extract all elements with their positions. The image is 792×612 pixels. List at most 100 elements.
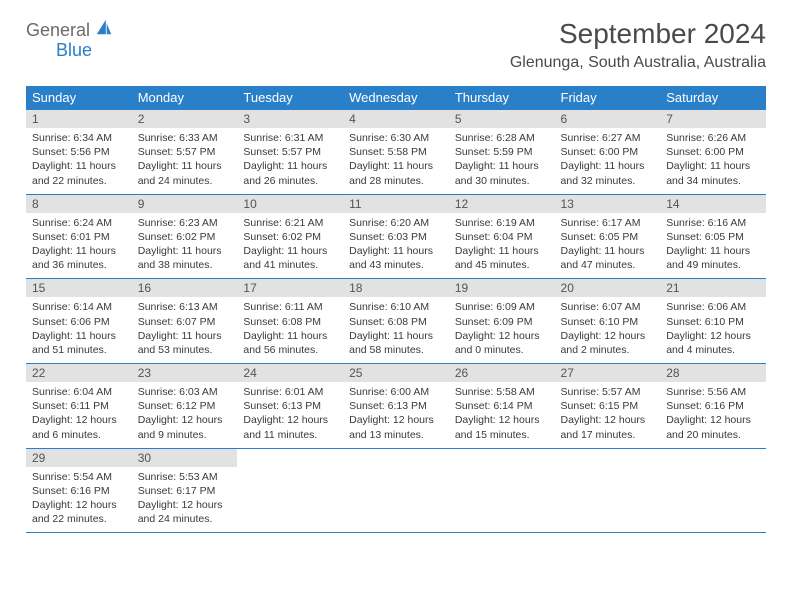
day-body: Sunrise: 6:07 AMSunset: 6:10 PMDaylight:… — [555, 297, 661, 363]
day-number: 4 — [343, 110, 449, 128]
sunset-line: Sunset: 5:57 PM — [138, 145, 232, 159]
sunrise-line: Sunrise: 6:10 AM — [349, 300, 443, 314]
calendar-cell: 14Sunrise: 6:16 AMSunset: 6:05 PMDayligh… — [660, 194, 766, 279]
sunrise-line: Sunrise: 6:21 AM — [243, 216, 337, 230]
sunset-line: Sunset: 5:59 PM — [455, 145, 549, 159]
title-block: September 2024 Glenunga, South Australia… — [510, 18, 766, 72]
location: Glenunga, South Australia, Australia — [510, 54, 766, 72]
day-body: Sunrise: 6:09 AMSunset: 6:09 PMDaylight:… — [449, 297, 555, 363]
day-number: 5 — [449, 110, 555, 128]
calendar-cell: 17Sunrise: 6:11 AMSunset: 6:08 PMDayligh… — [237, 279, 343, 364]
calendar-cell: 10Sunrise: 6:21 AMSunset: 6:02 PMDayligh… — [237, 194, 343, 279]
sunset-line: Sunset: 6:04 PM — [455, 230, 549, 244]
day-body: Sunrise: 6:10 AMSunset: 6:08 PMDaylight:… — [343, 297, 449, 363]
sunset-line: Sunset: 6:08 PM — [243, 315, 337, 329]
sunrise-line: Sunrise: 6:33 AM — [138, 131, 232, 145]
calendar-cell: 15Sunrise: 6:14 AMSunset: 6:06 PMDayligh… — [26, 279, 132, 364]
sunrise-line: Sunrise: 5:58 AM — [455, 385, 549, 399]
day-body: Sunrise: 6:19 AMSunset: 6:04 PMDaylight:… — [449, 213, 555, 279]
daylight-line: Daylight: 11 hours and 26 minutes. — [243, 159, 337, 187]
day-number: 29 — [26, 449, 132, 467]
daylight-line: Daylight: 11 hours and 41 minutes. — [243, 244, 337, 272]
day-body: Sunrise: 5:57 AMSunset: 6:15 PMDaylight:… — [555, 382, 661, 448]
daylight-line: Daylight: 12 hours and 2 minutes. — [561, 329, 655, 357]
sunset-line: Sunset: 6:02 PM — [138, 230, 232, 244]
month-title: September 2024 — [510, 18, 766, 50]
day-body: Sunrise: 6:20 AMSunset: 6:03 PMDaylight:… — [343, 213, 449, 279]
calendar-cell: 25Sunrise: 6:00 AMSunset: 6:13 PMDayligh… — [343, 364, 449, 449]
calendar-cell: 26Sunrise: 5:58 AMSunset: 6:14 PMDayligh… — [449, 364, 555, 449]
sunrise-line: Sunrise: 6:24 AM — [32, 216, 126, 230]
day-number: 13 — [555, 195, 661, 213]
day-number: 21 — [660, 279, 766, 297]
day-number: 8 — [26, 195, 132, 213]
sunset-line: Sunset: 6:07 PM — [138, 315, 232, 329]
day-body: Sunrise: 6:33 AMSunset: 5:57 PMDaylight:… — [132, 128, 238, 194]
daylight-line: Daylight: 11 hours and 49 minutes. — [666, 244, 760, 272]
logo: General Blue — [26, 18, 113, 59]
sunset-line: Sunset: 6:17 PM — [138, 484, 232, 498]
sunrise-line: Sunrise: 6:01 AM — [243, 385, 337, 399]
day-number: 10 — [237, 195, 343, 213]
weekday-row: SundayMondayTuesdayWednesdayThursdayFrid… — [26, 86, 766, 110]
calendar-cell — [449, 448, 555, 533]
day-body: Sunrise: 6:28 AMSunset: 5:59 PMDaylight:… — [449, 128, 555, 194]
sunset-line: Sunset: 6:10 PM — [666, 315, 760, 329]
day-number: 2 — [132, 110, 238, 128]
calendar-cell: 28Sunrise: 5:56 AMSunset: 6:16 PMDayligh… — [660, 364, 766, 449]
calendar-cell: 30Sunrise: 5:53 AMSunset: 6:17 PMDayligh… — [132, 448, 238, 533]
sunrise-line: Sunrise: 6:11 AM — [243, 300, 337, 314]
day-number: 26 — [449, 364, 555, 382]
sunset-line: Sunset: 6:03 PM — [349, 230, 443, 244]
day-number: 25 — [343, 364, 449, 382]
day-body: Sunrise: 6:03 AMSunset: 6:12 PMDaylight:… — [132, 382, 238, 448]
daylight-line: Daylight: 11 hours and 51 minutes. — [32, 329, 126, 357]
daylight-line: Daylight: 11 hours and 43 minutes. — [349, 244, 443, 272]
day-number: 17 — [237, 279, 343, 297]
day-body: Sunrise: 6:23 AMSunset: 6:02 PMDaylight:… — [132, 213, 238, 279]
sunrise-line: Sunrise: 6:26 AM — [666, 131, 760, 145]
day-body: Sunrise: 6:21 AMSunset: 6:02 PMDaylight:… — [237, 213, 343, 279]
calendar-cell: 16Sunrise: 6:13 AMSunset: 6:07 PMDayligh… — [132, 279, 238, 364]
calendar-cell: 13Sunrise: 6:17 AMSunset: 6:05 PMDayligh… — [555, 194, 661, 279]
daylight-line: Daylight: 11 hours and 32 minutes. — [561, 159, 655, 187]
calendar-cell — [237, 448, 343, 533]
day-number: 18 — [343, 279, 449, 297]
sunset-line: Sunset: 6:06 PM — [32, 315, 126, 329]
day-number: 16 — [132, 279, 238, 297]
sunset-line: Sunset: 6:13 PM — [243, 399, 337, 413]
sunrise-line: Sunrise: 6:27 AM — [561, 131, 655, 145]
daylight-line: Daylight: 12 hours and 15 minutes. — [455, 413, 549, 441]
daylight-line: Daylight: 11 hours and 56 minutes. — [243, 329, 337, 357]
day-body: Sunrise: 6:11 AMSunset: 6:08 PMDaylight:… — [237, 297, 343, 363]
daylight-line: Daylight: 12 hours and 6 minutes. — [32, 413, 126, 441]
day-number: 1 — [26, 110, 132, 128]
sunset-line: Sunset: 6:01 PM — [32, 230, 126, 244]
sunrise-line: Sunrise: 6:31 AM — [243, 131, 337, 145]
sunrise-line: Sunrise: 6:30 AM — [349, 131, 443, 145]
sunset-line: Sunset: 6:12 PM — [138, 399, 232, 413]
calendar-cell: 6Sunrise: 6:27 AMSunset: 6:00 PMDaylight… — [555, 110, 661, 195]
sunset-line: Sunset: 6:00 PM — [561, 145, 655, 159]
calendar-cell: 11Sunrise: 6:20 AMSunset: 6:03 PMDayligh… — [343, 194, 449, 279]
sunrise-line: Sunrise: 6:17 AM — [561, 216, 655, 230]
sunrise-line: Sunrise: 6:34 AM — [32, 131, 126, 145]
calendar-table: SundayMondayTuesdayWednesdayThursdayFrid… — [26, 86, 766, 533]
calendar-row: 22Sunrise: 6:04 AMSunset: 6:11 PMDayligh… — [26, 364, 766, 449]
sunrise-line: Sunrise: 6:06 AM — [666, 300, 760, 314]
sunset-line: Sunset: 6:11 PM — [32, 399, 126, 413]
daylight-line: Daylight: 12 hours and 24 minutes. — [138, 498, 232, 526]
calendar-body: 1Sunrise: 6:34 AMSunset: 5:56 PMDaylight… — [26, 110, 766, 533]
sunrise-line: Sunrise: 6:07 AM — [561, 300, 655, 314]
day-number: 3 — [237, 110, 343, 128]
day-body: Sunrise: 5:56 AMSunset: 6:16 PMDaylight:… — [660, 382, 766, 448]
sunrise-line: Sunrise: 6:13 AM — [138, 300, 232, 314]
calendar-cell — [343, 448, 449, 533]
sunrise-line: Sunrise: 6:14 AM — [32, 300, 126, 314]
calendar-row: 1Sunrise: 6:34 AMSunset: 5:56 PMDaylight… — [26, 110, 766, 195]
day-body: Sunrise: 6:13 AMSunset: 6:07 PMDaylight:… — [132, 297, 238, 363]
day-body: Sunrise: 6:14 AMSunset: 6:06 PMDaylight:… — [26, 297, 132, 363]
day-body: Sunrise: 6:01 AMSunset: 6:13 PMDaylight:… — [237, 382, 343, 448]
day-number: 22 — [26, 364, 132, 382]
daylight-line: Daylight: 11 hours and 24 minutes. — [138, 159, 232, 187]
